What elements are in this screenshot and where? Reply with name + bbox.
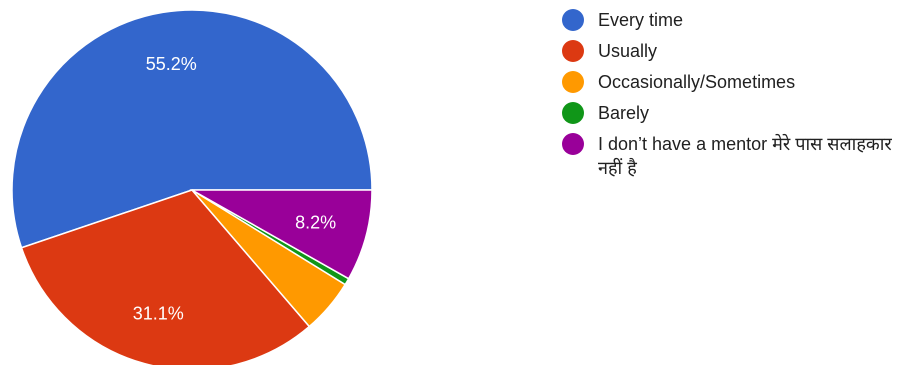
legend-item[interactable]: Occasionally/Sometimes	[562, 70, 902, 94]
pie-slice[interactable]	[11, 9, 373, 249]
legend-color-swatch	[562, 102, 584, 124]
pie-slice[interactable]	[189, 189, 373, 280]
legend-color-swatch	[562, 71, 584, 93]
legend-label: Usually	[598, 41, 658, 61]
slice-label: 55.2%	[146, 54, 197, 74]
legend-color-swatch	[562, 9, 584, 31]
legend-color-swatch	[562, 133, 584, 155]
legend-item[interactable]: Barely	[562, 101, 902, 125]
legend-item[interactable]: I don’t have a mentor मेरे पास सलाहकार न…	[562, 132, 902, 180]
legend-label: Every time	[598, 10, 684, 30]
legend: Every time Usually Occasionally/Sometimes B…	[562, 8, 902, 187]
pie-chart: 55.2% 31.1% 8.2%	[11, 9, 373, 365]
legend-color-swatch	[562, 40, 584, 62]
legend-item[interactable]: Every time	[562, 8, 902, 32]
legend-label: Occasionally/Sometimes	[598, 72, 796, 92]
pie-slice[interactable]	[20, 189, 311, 365]
legend-item[interactable]: Usually	[562, 39, 902, 63]
slice-label: 8.2%	[295, 213, 336, 233]
legend-label: Barely	[598, 103, 650, 123]
legend-label: I don’t have a mentor मेरे पास सलाहकार न…	[598, 134, 892, 178]
slice-label: 31.1%	[133, 303, 184, 323]
